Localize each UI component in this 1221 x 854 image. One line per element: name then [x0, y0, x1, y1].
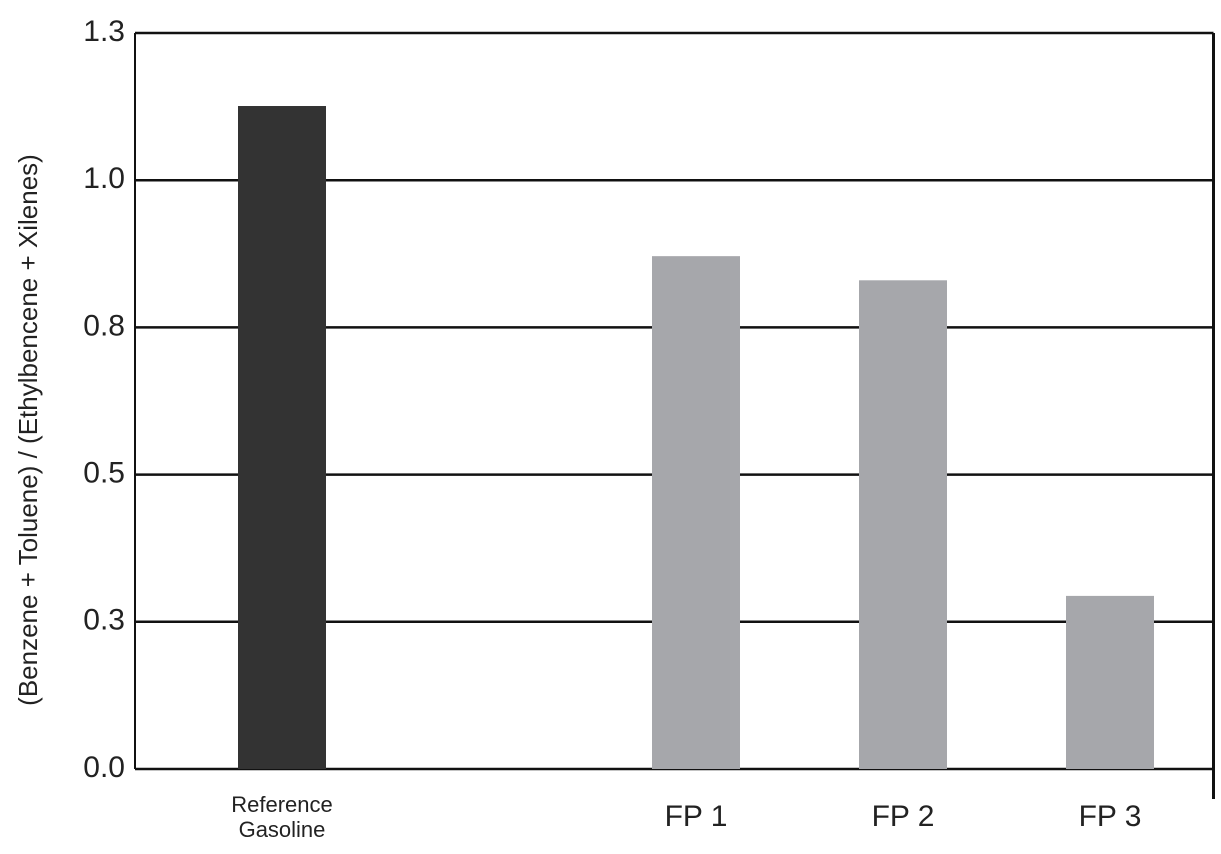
y-tick-label: 1.0 [83, 162, 125, 195]
bar [238, 106, 326, 769]
bar [859, 280, 947, 769]
x-tick-label: Reference Gasoline [231, 792, 333, 843]
bar [652, 256, 740, 769]
y-tick-label: 0.0 [83, 751, 125, 784]
y-tick-label: 0.3 [83, 604, 125, 637]
y-tick-label: 1.3 [83, 15, 125, 48]
y-axis-label: (Benzene + Toluene) / (Ethylbencene + Xi… [13, 154, 43, 706]
y-tick-label: 0.8 [83, 309, 125, 342]
x-tick-label: FP 1 [664, 800, 728, 833]
y-tick-label: 0.5 [83, 457, 125, 490]
x-tick-label: FP 3 [1078, 800, 1142, 833]
bar [1066, 595, 1154, 769]
x-tick-label: FP 2 [871, 800, 935, 833]
